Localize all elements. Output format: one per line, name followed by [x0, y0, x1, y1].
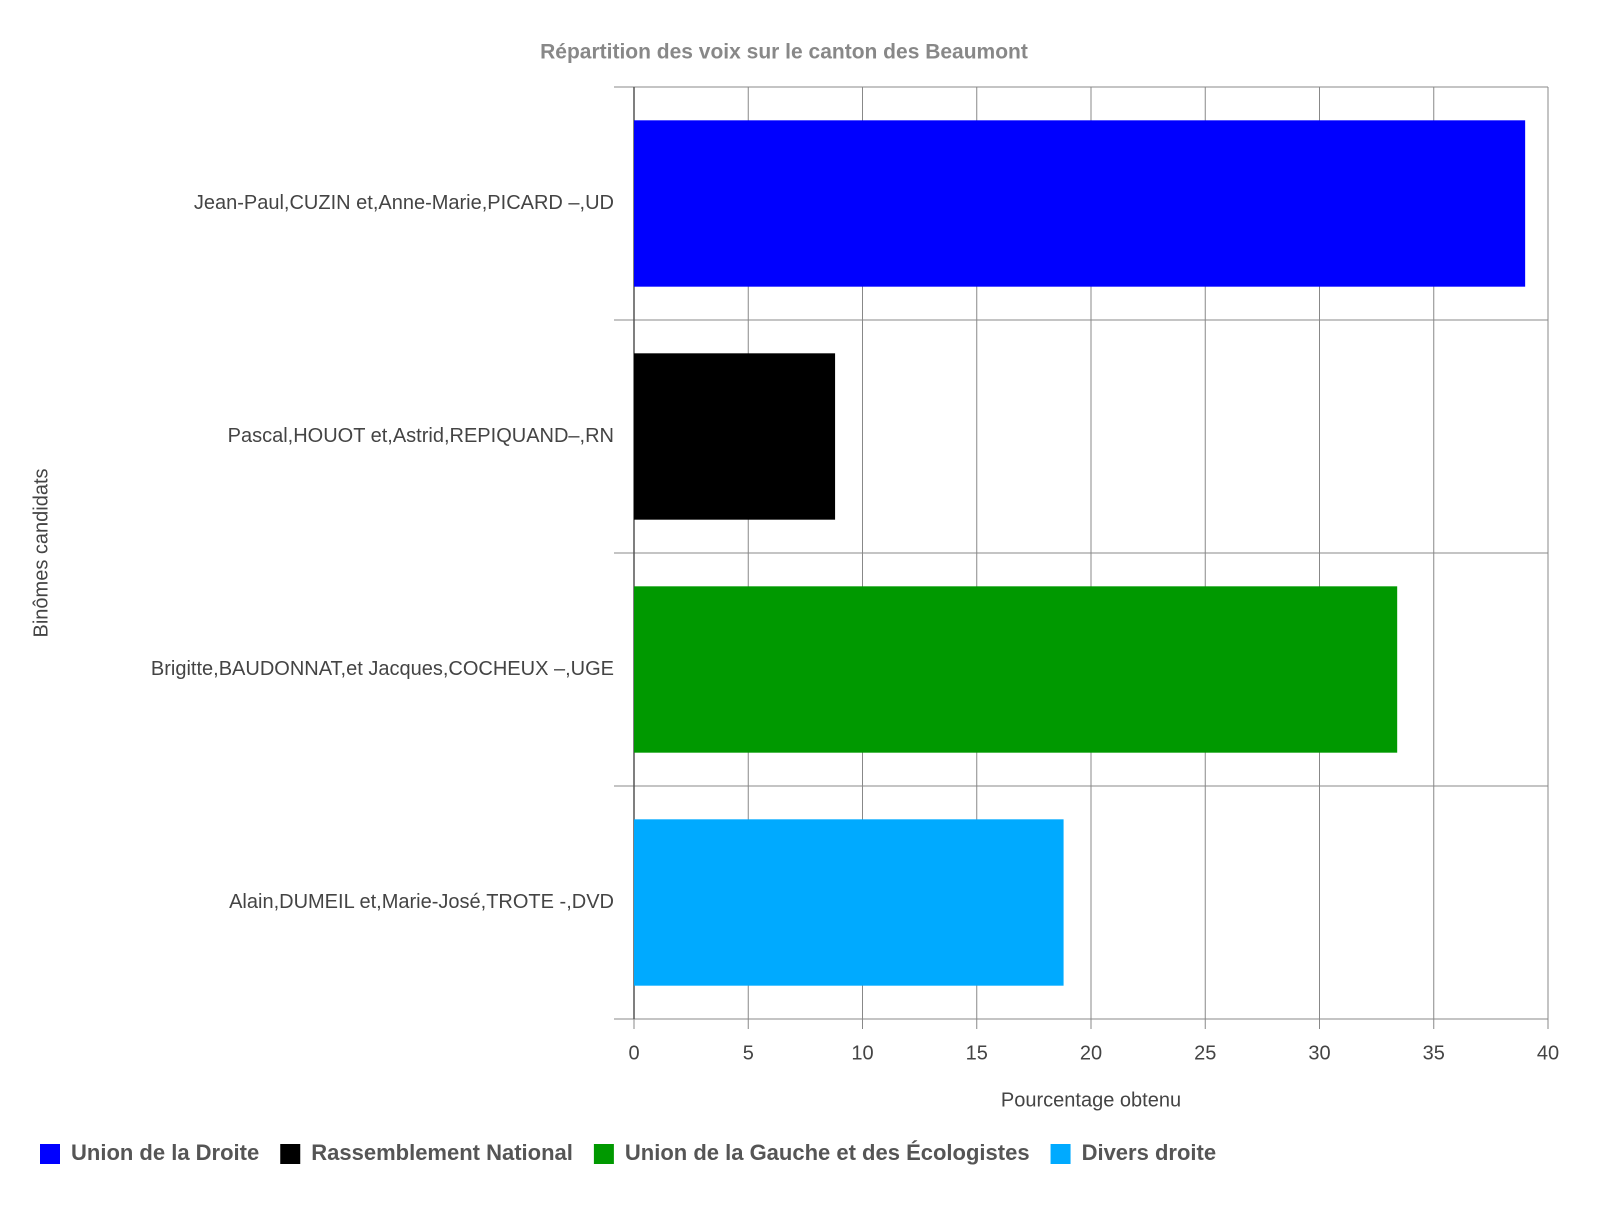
bar [634, 586, 1398, 753]
legend-swatch [1050, 1144, 1071, 1164]
legend-label: Rassemblement National [311, 1140, 573, 1165]
y-tick-label: Jean-Paul,CUZIN et,Anne-Marie,PICARD –,U… [194, 192, 614, 214]
y-axis-label: Binômes candidats [30, 469, 52, 638]
legend-label: Union de la Droite [71, 1140, 259, 1165]
legend-swatch [280, 1144, 301, 1164]
x-tick-label: 5 [743, 1042, 754, 1064]
legend-label: Divers droite [1082, 1140, 1217, 1165]
x-tick-label: 10 [851, 1042, 873, 1064]
legend-label: Union de la Gauche et des Écologistes [625, 1140, 1030, 1165]
x-tick-label: 40 [1537, 1042, 1559, 1064]
x-tick-label: 25 [1194, 1042, 1216, 1064]
y-tick-label: Pascal,HOUOT et,Astrid,REPIQUAND–,RN [228, 425, 614, 447]
y-tick-label: Brigitte,BAUDONNAT,et Jacques,COCHEUX –,… [151, 658, 614, 680]
legend-swatch [40, 1144, 60, 1164]
x-tick-label: 35 [1423, 1042, 1445, 1064]
chart-title: Répartition des voix sur le canton des B… [540, 41, 1028, 64]
bar [634, 353, 836, 520]
legend-swatch [593, 1144, 614, 1164]
x-tick-label: 0 [628, 1042, 639, 1064]
y-tick-label: Alain,DUMEIL et,Marie-José,TROTE -,DVD [229, 891, 614, 913]
bar [634, 819, 1064, 986]
x-axis-label: Pourcentage obtenu [1001, 1089, 1181, 1111]
x-tick-label: 30 [1308, 1042, 1330, 1064]
x-tick-label: 15 [966, 1042, 988, 1064]
bar [634, 120, 1526, 287]
x-tick-label: 20 [1080, 1042, 1102, 1064]
